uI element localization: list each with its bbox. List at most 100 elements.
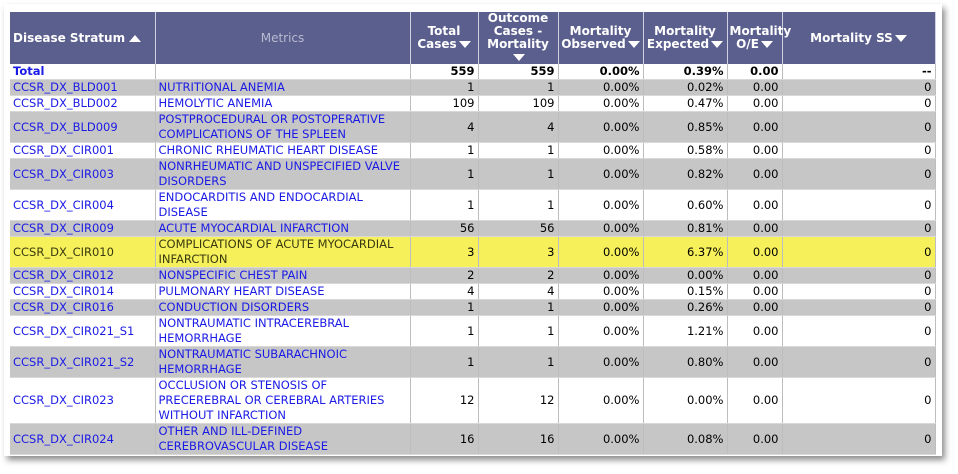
metric-link[interactable]: NONRHEUMATIC AND UNSPECIFIED VALVE DISOR… <box>155 158 411 190</box>
column-header[interactable]: Total Cases <box>410 12 479 64</box>
stratum-link[interactable]: CCSR_DX_CIR021_S2 <box>10 346 156 378</box>
value-cell: 0 <box>782 315 936 347</box>
value-cell: 109 <box>478 95 559 112</box>
value-cell: 3 <box>410 236 479 268</box>
column-header-label: Outcome Cases - Mortality <box>487 12 549 51</box>
metric-link <box>155 64 411 80</box>
column-header-label: Mortality SS <box>810 30 893 45</box>
value-cell: 0.00% <box>558 111 644 143</box>
value-cell: 559 <box>478 64 559 80</box>
value-cell: 0.00 <box>727 267 783 284</box>
metric-link[interactable]: PULMONARY HEART DISEASE <box>155 283 411 300</box>
value-cell: 0.00% <box>558 377 644 424</box>
data-row: CCSR_DX_CIR010 COMPLICATIONS OF ACUTE MYO… <box>10 236 936 268</box>
value-cell: 0.00 <box>727 377 783 424</box>
value-cell: 0.00% <box>558 267 644 284</box>
data-row: CCSR_DX_CIR001 CHRONIC RHEUMATIC HEART DI… <box>10 142 936 159</box>
value-cell: 0 <box>782 220 936 237</box>
value-cell: 0.26% <box>643 299 728 316</box>
value-cell: 0.08% <box>643 423 728 455</box>
value-cell: 0.00 <box>727 64 783 80</box>
column-header[interactable]: Disease Stratum <box>10 12 156 64</box>
column-header[interactable]: Mortality Expected <box>643 12 728 64</box>
value-cell: 1 <box>478 79 559 96</box>
value-cell: 0.00 <box>727 346 783 378</box>
sort-indicator[interactable] <box>513 54 525 61</box>
value-cell: 0.00% <box>558 315 644 347</box>
value-cell: 0.00 <box>727 315 783 347</box>
metric-link[interactable]: NUTRITIONAL ANEMIA <box>155 79 411 96</box>
data-row: CCSR_DX_BLD001 NUTRITIONAL ANEMIA 1 1 0.00% 0… <box>10 79 936 96</box>
value-cell: 0 <box>782 158 936 190</box>
data-row: CCSR_DX_CIR009 ACUTE MYOCARDIAL INFARCTIO… <box>10 220 936 237</box>
sort-indicator[interactable] <box>760 41 773 48</box>
stratum-link[interactable]: CCSR_DX_CIR023 <box>10 377 156 424</box>
sort-indicator[interactable] <box>711 41 724 48</box>
value-cell: 1 <box>410 315 479 347</box>
value-cell: 0.00% <box>558 189 644 221</box>
metric-link[interactable]: NONSPECIFIC CHEST PAIN <box>155 267 411 284</box>
data-row: CCSR_DX_CIR004 ENDOCARDITIS AND ENDOCARDI… <box>10 189 936 221</box>
metric-link[interactable]: OCCLUSION OR STENOSIS OF PRECEREBRAL OR … <box>155 377 411 424</box>
sort-indicator[interactable] <box>458 41 471 48</box>
stratum-link[interactable]: CCSR_DX_CIR003 <box>10 158 156 190</box>
metric-link[interactable]: HEMOLYTIC ANEMIA <box>155 95 411 112</box>
stratum-link[interactable]: CCSR_DX_CIR001 <box>10 142 156 159</box>
metric-link[interactable]: POSTPROCEDURAL OR POSTOPERATIVE COMPLICA… <box>155 111 411 143</box>
stratum-link[interactable]: CCSR_DX_CIR016 <box>10 299 156 316</box>
stratum-link[interactable]: CCSR_DX_CIR024 <box>10 423 156 455</box>
stratum-link[interactable]: CCSR_DX_CIR014 <box>10 283 156 300</box>
stratum-link[interactable]: CCSR_DX_CIR009 <box>10 220 156 237</box>
metric-link[interactable]: CONDUCTION DISORDERS <box>155 299 411 316</box>
metric-link[interactable]: OTHER AND ILL-DEFINED CEREBROVASCULAR DI… <box>155 423 411 455</box>
value-cell: 2 <box>478 267 559 284</box>
metric-link[interactable]: COMPLICATIONS OF ACUTE MYOCARDIAL INFARC… <box>155 236 411 268</box>
value-cell: 0.00 <box>727 111 783 143</box>
column-header[interactable]: Mortality SS <box>782 12 936 64</box>
metric-link[interactable]: ENDOCARDITIS AND ENDOCARDIAL DISEASE <box>155 189 411 221</box>
table-viewport: Disease Stratum Metrics Total Cases Outcome… <box>10 12 940 456</box>
metric-link[interactable]: NONTRAUMATIC SUBARACHNOIC HEMORRHAGE <box>155 346 411 378</box>
value-cell: 0.00 <box>727 158 783 190</box>
sort-indicator[interactable] <box>627 41 640 48</box>
value-cell: 1 <box>478 315 559 347</box>
value-cell: 0 <box>782 377 936 424</box>
column-header: Metrics <box>155 12 411 64</box>
metric-link[interactable]: NONTRAUMATIC INTRACEREBRAL HEMORRHAGE <box>155 315 411 347</box>
value-cell: 16 <box>478 423 559 455</box>
stratum-link[interactable]: CCSR_DX_CIR004 <box>10 189 156 221</box>
value-cell: 0.00 <box>727 189 783 221</box>
stratum-link[interactable]: CCSR_DX_BLD001 <box>10 79 156 96</box>
value-cell: 1 <box>410 158 479 190</box>
stratum-link[interactable]: CCSR_DX_CIR010 <box>10 236 156 268</box>
stratum-link[interactable]: CCSR_DX_CIR021_S1 <box>10 315 156 347</box>
stratum-link[interactable]: CCSR_DX_BLD009 <box>10 111 156 143</box>
value-cell: 0.00% <box>558 236 644 268</box>
value-cell: 1 <box>478 158 559 190</box>
column-header[interactable]: Mortality Observed <box>558 12 644 64</box>
value-cell: 0.00 <box>727 236 783 268</box>
value-cell: 0.00% <box>558 64 644 80</box>
value-cell: 0.80% <box>643 346 728 378</box>
value-cell: 0.00 <box>727 79 783 96</box>
sort-indicator[interactable] <box>894 34 907 42</box>
stratum-link[interactable]: Total <box>10 64 156 80</box>
metric-link[interactable]: CHRONIC RHEUMATIC HEART DISEASE <box>155 142 411 159</box>
metric-link[interactable]: ACUTE MYOCARDIAL INFARCTION <box>155 220 411 237</box>
value-cell: 0.47% <box>643 95 728 112</box>
stratum-link[interactable]: CCSR_DX_CIR012 <box>10 267 156 284</box>
stratum-link[interactable]: CCSR_DX_BLD002 <box>10 95 156 112</box>
data-row: CCSR_DX_CIR021_S2 NONTRAUMATIC SUBARACHNO… <box>10 346 936 378</box>
column-header[interactable]: Outcome Cases - Mortality <box>478 12 559 64</box>
table-body: Total 559 559 0.00% 0.39% 0.00 -- CCSR_DX_BLD00… <box>10 64 936 455</box>
column-header-label: Metrics <box>260 30 305 45</box>
data-row: CCSR_DX_BLD002 HEMOLYTIC ANEMIA 109 109 0.00… <box>10 95 936 112</box>
sort-indicator[interactable] <box>129 34 142 42</box>
value-cell: 0.00% <box>558 220 644 237</box>
column-header[interactable]: Mortality O/E <box>727 12 791 64</box>
data-row: CCSR_DX_CIR012 NONSPECIFIC CHEST PAIN 2 2 0.… <box>10 267 936 284</box>
value-cell: 1 <box>410 79 479 96</box>
value-cell: 0.00% <box>558 346 644 378</box>
value-cell: 0.00% <box>643 377 728 424</box>
